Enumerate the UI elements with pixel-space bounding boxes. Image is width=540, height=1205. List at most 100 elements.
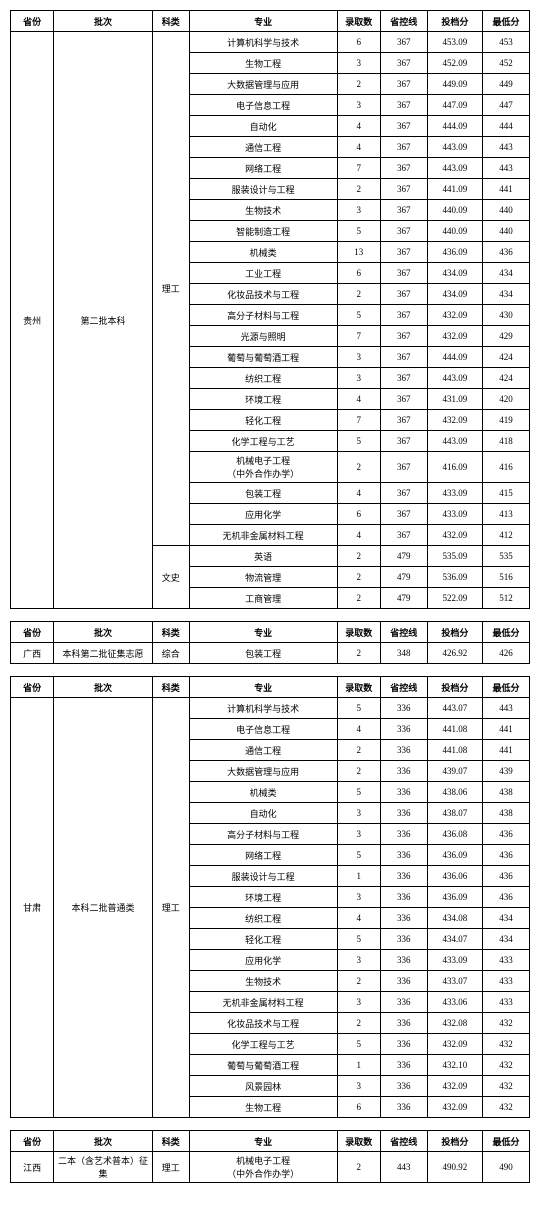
major-cell: 机械类	[189, 242, 337, 263]
lowest-score-cell: 433	[483, 971, 530, 992]
cast-score-cell: 444.09	[427, 116, 482, 137]
control-line-cell: 367	[380, 74, 427, 95]
control-line-cell: 367	[380, 242, 427, 263]
header-cell: 专业	[189, 677, 337, 698]
cast-score-cell: 449.09	[427, 74, 482, 95]
cast-score-cell: 432.09	[427, 410, 482, 431]
control-line-cell: 336	[380, 971, 427, 992]
lowest-score-cell: 429	[483, 326, 530, 347]
lowest-score-cell: 412	[483, 525, 530, 546]
lowest-score-cell: 432	[483, 1013, 530, 1034]
lowest-score-cell: 424	[483, 368, 530, 389]
cast-score-cell: 432.08	[427, 1013, 482, 1034]
header-cell: 科类	[152, 677, 189, 698]
cast-score-cell: 438.07	[427, 803, 482, 824]
lowest-score-cell: 436	[483, 887, 530, 908]
cast-score-cell: 434.09	[427, 284, 482, 305]
control-line-cell: 336	[380, 1034, 427, 1055]
major-cell: 轻化工程	[189, 410, 337, 431]
count-cell: 3	[337, 53, 380, 74]
header-cell: 最低分	[483, 622, 530, 643]
major-cell: 服装设计与工程	[189, 866, 337, 887]
province-cell: 广西	[11, 643, 54, 664]
header-cell: 投档分	[427, 622, 482, 643]
header-cell: 省控线	[380, 1131, 427, 1152]
major-cell: 化妆品技术与工程	[189, 1013, 337, 1034]
major-cell: 服装设计与工程	[189, 179, 337, 200]
control-line-cell: 367	[380, 305, 427, 326]
control-line-cell: 367	[380, 263, 427, 284]
header-cell: 最低分	[483, 1131, 530, 1152]
control-line-cell: 348	[380, 643, 427, 664]
control-line-cell: 336	[380, 950, 427, 971]
count-cell: 6	[337, 263, 380, 284]
control-line-cell: 367	[380, 200, 427, 221]
province-cell: 甘肃	[11, 698, 54, 1118]
major-cell: 生物工程	[189, 53, 337, 74]
control-line-cell: 367	[380, 504, 427, 525]
count-cell: 2	[337, 452, 380, 483]
count-cell: 5	[337, 845, 380, 866]
count-cell: 2	[337, 74, 380, 95]
header-cell: 批次	[54, 1131, 153, 1152]
count-cell: 3	[337, 347, 380, 368]
header-cell: 录取数	[337, 1131, 380, 1152]
lowest-score-cell: 440	[483, 200, 530, 221]
header-cell: 省控线	[380, 11, 427, 32]
header-cell: 省份	[11, 11, 54, 32]
major-cell: 工商管理	[189, 588, 337, 609]
lowest-score-cell: 430	[483, 305, 530, 326]
subject-type-cell: 文史	[152, 546, 189, 609]
lowest-score-cell: 490	[483, 1152, 530, 1183]
control-line-cell: 479	[380, 546, 427, 567]
lowest-score-cell: 433	[483, 992, 530, 1013]
lowest-score-cell: 535	[483, 546, 530, 567]
major-cell: 无机非金属材料工程	[189, 525, 337, 546]
major-cell: 纺织工程	[189, 908, 337, 929]
cast-score-cell: 433.09	[427, 950, 482, 971]
header-cell: 最低分	[483, 677, 530, 698]
cast-score-cell: 444.09	[427, 347, 482, 368]
cast-score-cell: 438.06	[427, 782, 482, 803]
major-cell: 葡萄与葡萄酒工程	[189, 1055, 337, 1076]
major-cell: 英语	[189, 546, 337, 567]
lowest-score-cell: 444	[483, 116, 530, 137]
major-cell: 高分子材料与工程	[189, 824, 337, 845]
lowest-score-cell: 516	[483, 567, 530, 588]
count-cell: 13	[337, 242, 380, 263]
lowest-score-cell: 434	[483, 929, 530, 950]
major-cell: 通信工程	[189, 740, 337, 761]
major-cell: 网络工程	[189, 845, 337, 866]
major-cell: 自动化	[189, 116, 337, 137]
cast-score-cell: 436.06	[427, 866, 482, 887]
major-cell: 应用化学	[189, 950, 337, 971]
major-cell: 光源与照明	[189, 326, 337, 347]
count-cell: 2	[337, 546, 380, 567]
control-line-cell: 336	[380, 803, 427, 824]
major-cell: 纺织工程	[189, 368, 337, 389]
header-cell: 批次	[54, 622, 153, 643]
count-cell: 2	[337, 567, 380, 588]
cast-score-cell: 443.09	[427, 137, 482, 158]
count-cell: 5	[337, 221, 380, 242]
header-cell: 科类	[152, 622, 189, 643]
major-cell: 化学工程与工艺	[189, 1034, 337, 1055]
cast-score-cell: 441.08	[427, 740, 482, 761]
cast-score-cell: 453.09	[427, 32, 482, 53]
lowest-score-cell: 426	[483, 643, 530, 664]
count-cell: 3	[337, 1076, 380, 1097]
lowest-score-cell: 434	[483, 284, 530, 305]
lowest-score-cell: 512	[483, 588, 530, 609]
control-line-cell: 367	[380, 431, 427, 452]
major-cell: 生物技术	[189, 200, 337, 221]
cast-score-cell: 439.07	[427, 761, 482, 782]
province-cell: 江西	[11, 1152, 54, 1183]
cast-score-cell: 416.09	[427, 452, 482, 483]
count-cell: 7	[337, 326, 380, 347]
count-cell: 2	[337, 179, 380, 200]
header-cell: 录取数	[337, 622, 380, 643]
header-cell: 专业	[189, 11, 337, 32]
lowest-score-cell: 440	[483, 221, 530, 242]
count-cell: 5	[337, 698, 380, 719]
cast-score-cell: 434.07	[427, 929, 482, 950]
